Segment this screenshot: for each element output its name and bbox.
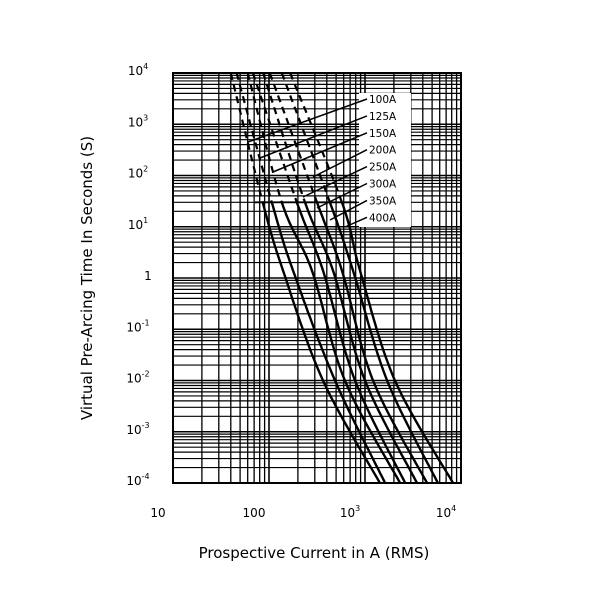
y-tick-label: 103 xyxy=(128,113,148,129)
curve-100A-dashed xyxy=(229,72,264,203)
tick-base: 100 xyxy=(243,506,266,520)
y-tick-label: 10-2 xyxy=(126,370,149,386)
curves xyxy=(229,72,455,484)
y-tick-label: 10-1 xyxy=(126,318,149,334)
rating-label-125A: 125A xyxy=(369,111,397,123)
rating-label-400A: 400A xyxy=(369,212,397,224)
tick-base: 10 xyxy=(128,115,143,129)
leader-line-125A xyxy=(259,115,368,159)
leader-line-350A xyxy=(329,199,368,221)
tick-exponent: -2 xyxy=(142,370,150,379)
curve-400A xyxy=(340,201,455,484)
curve-150A xyxy=(280,201,402,484)
tick-base: 10 xyxy=(126,423,141,437)
rating-label-250A: 250A xyxy=(369,162,397,174)
rating-label-150A: 150A xyxy=(369,128,397,140)
leader-line-300A xyxy=(316,182,368,209)
tick-exponent: 3 xyxy=(143,113,148,122)
curve-200A xyxy=(295,201,407,484)
leader-line-200A xyxy=(312,149,368,178)
grid xyxy=(172,73,461,484)
x-tick-label: 104 xyxy=(436,504,456,520)
curve-125A xyxy=(270,201,387,484)
legend-labels: 100A 125A 150A 200A 250A 300A 350A 400A xyxy=(369,94,397,224)
tick-base: 1 xyxy=(144,269,152,283)
tick-exponent: -3 xyxy=(142,421,150,430)
leader-line-100A xyxy=(247,98,368,143)
x-axis-title: Prospective Current in A (RMS) xyxy=(199,544,430,562)
x-tick-label: 100 xyxy=(243,506,266,520)
y-tick-label: 101 xyxy=(128,216,148,232)
tick-base: 10 xyxy=(340,506,355,520)
leader-line-250A xyxy=(302,165,368,198)
rating-label-350A: 350A xyxy=(369,195,397,207)
tick-exponent: 4 xyxy=(143,62,148,71)
leader-line-400A xyxy=(344,216,368,228)
curve-150A-dashed xyxy=(246,72,283,203)
y-tick-label: 1 xyxy=(144,269,152,283)
curve-250A xyxy=(303,201,419,484)
legend-background xyxy=(359,93,411,227)
x-tick-label: 10 xyxy=(150,506,165,520)
curve-125A-dashed xyxy=(235,72,273,203)
y-tick-label: 102 xyxy=(128,165,148,181)
curve-350A xyxy=(328,201,439,484)
tick-base: 10 xyxy=(436,506,451,520)
legend-leaders xyxy=(247,98,368,228)
curve-100A xyxy=(261,201,381,484)
y-axis-title: Virtual Pre-Arcing Time In Seconds (S) xyxy=(78,136,96,420)
tick-base: 10 xyxy=(128,64,143,78)
curve-250A-dashed xyxy=(262,72,307,203)
curve-300A xyxy=(315,201,429,484)
tick-base: 10 xyxy=(150,506,165,520)
tick-base: 10 xyxy=(126,372,141,386)
rating-label-100A: 100A xyxy=(369,94,397,106)
tick-exponent: 4 xyxy=(451,504,456,513)
tick-exponent: -4 xyxy=(142,472,150,481)
plot-frame xyxy=(172,72,462,484)
leader-line-150A xyxy=(272,132,368,173)
y-tick-label: 10-4 xyxy=(126,472,149,488)
rating-label-300A: 300A xyxy=(369,179,397,191)
tick-base: 10 xyxy=(128,218,143,232)
curve-300A-dashed xyxy=(268,72,319,203)
tick-exponent: 2 xyxy=(143,165,148,174)
curve-350A-dashed xyxy=(280,72,331,203)
tick-exponent: -1 xyxy=(142,318,150,327)
tick-base: 10 xyxy=(126,474,141,488)
tick-base: 10 xyxy=(126,320,141,334)
y-tick-label: 10-3 xyxy=(126,421,149,437)
rating-label-200A: 200A xyxy=(369,145,397,157)
curve-400A-dashed xyxy=(289,72,343,203)
y-tick-label: 104 xyxy=(128,62,148,78)
tick-exponent: 3 xyxy=(355,504,360,513)
x-tick-label: 103 xyxy=(340,504,360,520)
tick-exponent: 1 xyxy=(143,216,148,225)
x-tick-labels: 10 100 103 104 xyxy=(150,504,456,520)
tick-base: 10 xyxy=(128,167,143,181)
